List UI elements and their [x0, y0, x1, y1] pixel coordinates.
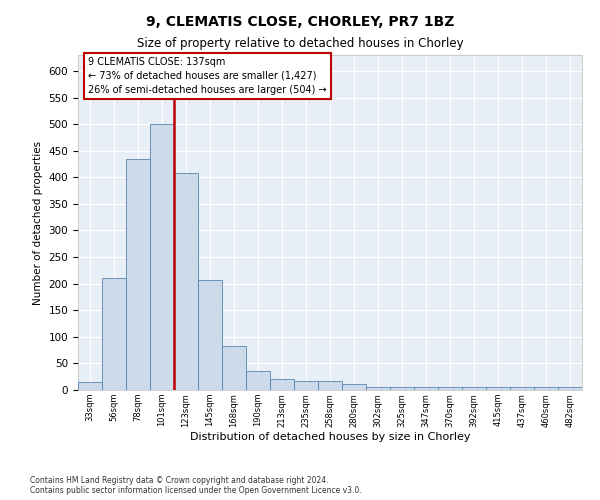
- Text: Contains HM Land Registry data © Crown copyright and database right 2024.
Contai: Contains HM Land Registry data © Crown c…: [30, 476, 362, 495]
- Bar: [198, 280, 222, 390]
- Bar: [414, 388, 438, 390]
- Bar: [270, 380, 294, 390]
- Bar: [246, 371, 270, 390]
- Bar: [102, 278, 126, 390]
- Bar: [294, 381, 318, 390]
- Text: 9, CLEMATIS CLOSE, CHORLEY, PR7 1BZ: 9, CLEMATIS CLOSE, CHORLEY, PR7 1BZ: [146, 15, 454, 29]
- Bar: [150, 124, 174, 390]
- Text: Size of property relative to detached houses in Chorley: Size of property relative to detached ho…: [137, 38, 463, 51]
- Bar: [486, 388, 510, 390]
- Text: 9 CLEMATIS CLOSE: 137sqm
← 73% of detached houses are smaller (1,427)
26% of sem: 9 CLEMATIS CLOSE: 137sqm ← 73% of detach…: [88, 56, 327, 94]
- Bar: [462, 388, 486, 390]
- Bar: [510, 388, 534, 390]
- Bar: [558, 388, 582, 390]
- X-axis label: Distribution of detached houses by size in Chorley: Distribution of detached houses by size …: [190, 432, 470, 442]
- Bar: [438, 388, 462, 390]
- Bar: [126, 158, 150, 390]
- Bar: [222, 346, 246, 390]
- Y-axis label: Number of detached properties: Number of detached properties: [33, 140, 43, 304]
- Bar: [534, 388, 558, 390]
- Bar: [342, 384, 366, 390]
- Bar: [318, 381, 342, 390]
- Bar: [390, 388, 414, 390]
- Bar: [174, 173, 198, 390]
- Bar: [78, 382, 102, 390]
- Bar: [366, 388, 390, 390]
